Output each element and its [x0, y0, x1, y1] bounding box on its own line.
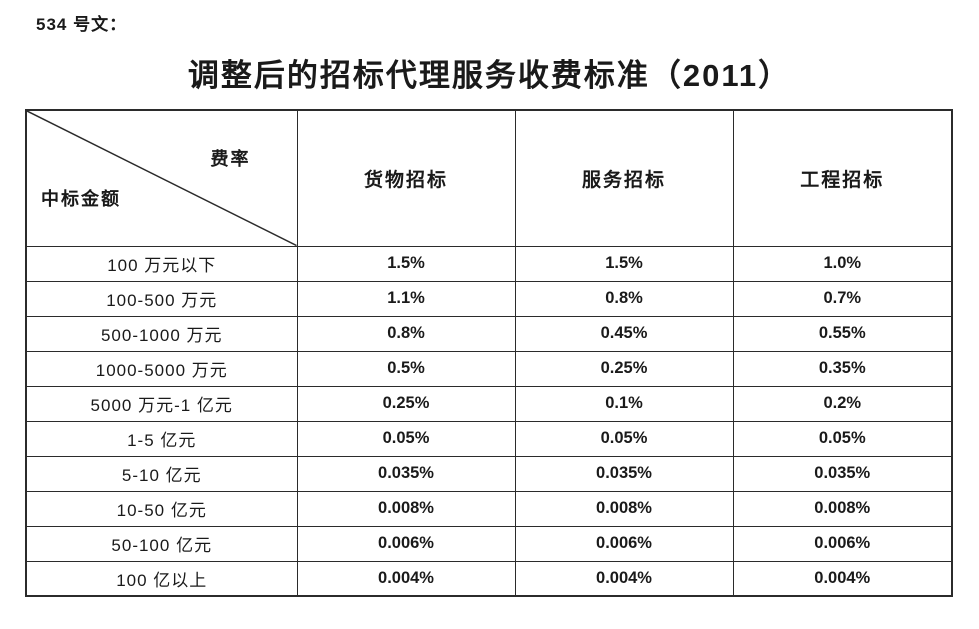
rate-value-cell: 0.008%	[732, 490, 953, 527]
table-row: 1000-5000 万元 0.5% 0.25% 0.35%	[25, 350, 953, 387]
table-row: 1-5 亿元 0.05% 0.05% 0.05%	[25, 420, 953, 457]
fee-table: 费率 中标金额 货物招标 服务招标 工程招标 100 万元以下 1.5% 1.5% 1…	[25, 109, 953, 597]
row-label-bid-amount-range: 1000-5000 万元	[25, 350, 298, 387]
corner-header-cell: 费率 中标金额	[25, 109, 298, 247]
row-label-bid-amount-range: 500-1000 万元	[25, 315, 298, 352]
table-row: 100 亿以上 0.004% 0.004% 0.004%	[25, 560, 953, 597]
rate-value-cell: 1.5%	[514, 245, 734, 282]
row-label-bid-amount-range: 100-500 万元	[25, 280, 298, 317]
table-row: 5000 万元-1 亿元 0.25% 0.1% 0.2%	[25, 385, 953, 422]
rate-value-cell: 0.05%	[296, 420, 516, 457]
rate-value-cell: 0.45%	[514, 315, 734, 352]
rate-value-cell: 0.008%	[296, 490, 516, 527]
column-header-service-bidding: 服务招标	[514, 109, 734, 247]
rate-value-cell: 0.004%	[732, 560, 953, 597]
rate-value-cell: 0.008%	[514, 490, 734, 527]
corner-label-bid-amount: 中标金额	[41, 189, 121, 209]
rate-value-cell: 0.5%	[296, 350, 516, 387]
row-label-bid-amount-range: 10-50 亿元	[25, 490, 298, 527]
column-header-engineering-bidding: 工程招标	[732, 109, 953, 247]
rate-value-cell: 0.25%	[296, 385, 516, 422]
rate-value-cell: 1.1%	[296, 280, 516, 317]
rate-value-cell: 0.035%	[296, 455, 516, 492]
rate-value-cell: 0.7%	[732, 280, 953, 317]
rate-value-cell: 0.006%	[514, 525, 734, 562]
table-row: 10-50 亿元 0.008% 0.008% 0.008%	[25, 490, 953, 527]
doc-number-label: 534 号文：	[36, 15, 128, 34]
rate-value-cell: 1.0%	[732, 245, 953, 282]
rate-value-cell: 0.035%	[732, 455, 953, 492]
rate-value-cell: 0.05%	[732, 420, 953, 457]
table-row: 100-500 万元 1.1% 0.8% 0.7%	[25, 280, 953, 317]
corner-label-rate: 费率	[210, 149, 251, 169]
fee-table-body: 100 万元以下 1.5% 1.5% 1.0% 100-500 万元 1.1% 0.8% 0.…	[25, 245, 953, 597]
rate-value-cell: 0.55%	[732, 315, 953, 352]
rate-value-cell: 0.006%	[732, 525, 953, 562]
row-label-bid-amount-range: 1-5 亿元	[25, 420, 298, 457]
row-label-bid-amount-range: 5-10 亿元	[25, 455, 298, 492]
table-row: 5-10 亿元 0.035% 0.035% 0.035%	[25, 455, 953, 492]
rate-value-cell: 0.1%	[514, 385, 734, 422]
column-header-goods-bidding: 货物招标	[296, 109, 516, 247]
page-title: 调整后的招标代理服务收费标准（2011）	[187, 58, 792, 93]
rate-value-cell: 0.2%	[732, 385, 953, 422]
rate-value-cell: 0.004%	[514, 560, 734, 597]
row-label-bid-amount-range: 5000 万元-1 亿元	[25, 385, 298, 422]
row-label-bid-amount-range: 100 万元以下	[25, 245, 298, 282]
rate-value-cell: 0.035%	[514, 455, 734, 492]
table-row: 100 万元以下 1.5% 1.5% 1.0%	[25, 245, 953, 282]
rate-value-cell: 0.35%	[732, 350, 953, 387]
rate-value-cell: 0.006%	[296, 525, 516, 562]
rate-value-cell: 1.5%	[296, 245, 516, 282]
rate-value-cell: 0.8%	[296, 315, 516, 352]
rate-value-cell: 0.25%	[514, 350, 734, 387]
row-label-bid-amount-range: 100 亿以上	[25, 560, 298, 597]
rate-value-cell: 0.05%	[514, 420, 734, 457]
header-row: 费率 中标金额 货物招标 服务招标 工程招标	[25, 109, 953, 247]
table-row: 50-100 亿元 0.006% 0.006% 0.006%	[25, 525, 953, 562]
rate-value-cell: 0.004%	[296, 560, 516, 597]
table-row: 500-1000 万元 0.8% 0.45% 0.55%	[25, 315, 953, 352]
rate-value-cell: 0.8%	[514, 280, 734, 317]
row-label-bid-amount-range: 50-100 亿元	[25, 525, 298, 562]
diagonal-divider-line	[27, 111, 297, 246]
